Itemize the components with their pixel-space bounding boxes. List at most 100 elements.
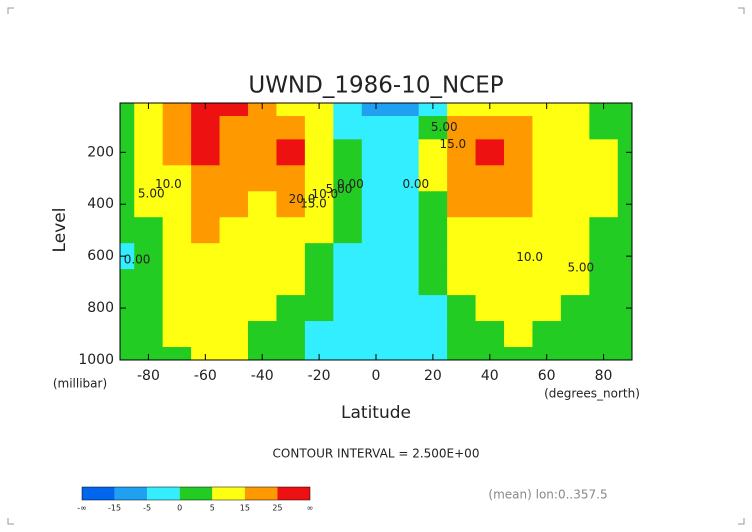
- field-cell: [560, 321, 590, 348]
- field-cell: [361, 191, 391, 218]
- field-cell: [532, 243, 562, 270]
- y-tick-label: 1000: [78, 352, 114, 368]
- contour-label: 20.0: [289, 192, 316, 206]
- colorbar-label: 0: [177, 504, 182, 513]
- field-cell: [589, 165, 619, 192]
- x-tick-label: 40: [481, 368, 499, 384]
- field-cell: [504, 191, 533, 218]
- field-cell: [589, 243, 619, 270]
- field-cell: [120, 269, 135, 296]
- x-tick-label: 60: [538, 368, 556, 384]
- field-cell: [191, 103, 221, 117]
- field-cell: [276, 243, 306, 270]
- field-cell: [361, 165, 391, 192]
- field-cell: [475, 103, 505, 117]
- field-cell: [120, 139, 135, 166]
- field-cell: [248, 191, 277, 218]
- field-cell: [120, 115, 135, 140]
- field-cell: [532, 217, 562, 244]
- field-cell: [390, 269, 420, 296]
- field-cell: [134, 165, 164, 192]
- field-cell: [134, 115, 164, 140]
- field-cell: [532, 103, 562, 117]
- field-cell: [134, 191, 164, 218]
- field-cell: [475, 115, 505, 140]
- field-cell: [276, 165, 306, 192]
- field-cell: [447, 165, 477, 192]
- field-cell: [617, 269, 633, 296]
- field-cell: [447, 217, 477, 244]
- field-cell: [276, 269, 306, 296]
- field-cell: [447, 269, 477, 296]
- field-cell: [475, 191, 505, 218]
- field-cell: [617, 321, 633, 348]
- field-cell: [162, 139, 192, 166]
- field-cell: [248, 295, 277, 322]
- contour-label: 10.0: [311, 187, 338, 201]
- field-cell: [304, 115, 334, 140]
- field-cell: [304, 321, 334, 348]
- y-tick-label: 800: [87, 300, 114, 316]
- field-cell: [304, 217, 334, 244]
- chart-title: UWND_1986-10_NCEP: [248, 73, 503, 99]
- field-cell: [532, 347, 562, 361]
- field-cell: [589, 295, 619, 322]
- field-cell: [532, 269, 562, 296]
- field-cell: [617, 243, 633, 270]
- field-cell: [191, 217, 221, 244]
- field-cell: [304, 295, 334, 322]
- field-cell: [418, 269, 448, 296]
- field-cell: [560, 217, 590, 244]
- field-cell: [447, 295, 477, 322]
- field-cell: [418, 347, 448, 361]
- field-cell: [617, 295, 633, 322]
- footnote: (mean) lon:0..357.5: [488, 488, 607, 502]
- field-cell: [162, 321, 192, 348]
- field-cell: [134, 295, 164, 322]
- field-cell: [219, 165, 249, 192]
- field-cell: [589, 103, 619, 117]
- field-cell: [418, 243, 448, 270]
- field-cell: [504, 295, 533, 322]
- colorbar-swatch: [82, 487, 115, 500]
- field-cell: [361, 217, 391, 244]
- colorbar-frame: [81, 486, 311, 501]
- field-cell: [532, 191, 562, 218]
- field-cell: [134, 139, 164, 166]
- field-cell: [617, 191, 633, 218]
- colorbar-swatch: [114, 487, 148, 500]
- contour-label: 10.0: [516, 250, 543, 264]
- field-cell: [219, 243, 249, 270]
- field-cell: [248, 139, 277, 166]
- x-tick-label: -80: [137, 368, 160, 384]
- field-cell: [276, 217, 306, 244]
- field-cell: [532, 321, 562, 348]
- field-cell: [120, 321, 135, 348]
- field-cell: [304, 243, 334, 270]
- field-cell: [134, 243, 164, 270]
- field-cell: [276, 347, 306, 361]
- field-cell: [447, 191, 477, 218]
- field-cell: [248, 115, 277, 140]
- field-cell: [504, 347, 533, 361]
- field-cell: [304, 165, 334, 192]
- field-cell: [475, 347, 505, 361]
- field-cell: [333, 165, 363, 192]
- x-tick-label: -40: [251, 368, 274, 384]
- field-cell: [390, 321, 420, 348]
- field-cell: [361, 139, 391, 166]
- field-cell: [219, 347, 249, 361]
- field-cell: [617, 139, 633, 166]
- colorbar-label: ∞: [307, 504, 314, 513]
- field-cell: [162, 269, 192, 296]
- field-cell: [447, 321, 477, 348]
- field-cell: [304, 269, 334, 296]
- colorbar-label: 15: [240, 504, 250, 513]
- colorbar-label: -∞: [77, 504, 87, 513]
- field-cell: [248, 347, 277, 361]
- field-cell: [134, 347, 164, 361]
- field-cell: [560, 191, 590, 218]
- field-cell: [134, 321, 164, 348]
- field-cell: [162, 165, 192, 192]
- field-cell: [589, 321, 619, 348]
